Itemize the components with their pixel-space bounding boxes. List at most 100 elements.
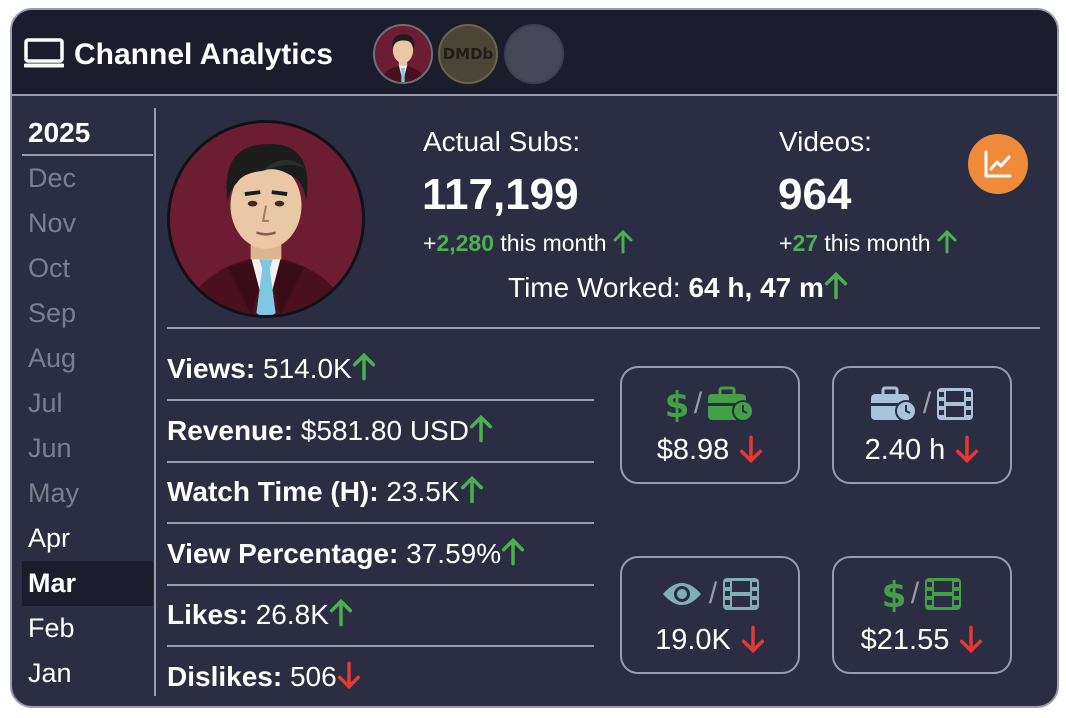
line-chart-icon: [984, 150, 1012, 178]
videos-delta-prefix: +: [779, 230, 793, 256]
stat-row: Likes: 26.8K: [167, 586, 594, 647]
arrow-down-icon: [337, 661, 360, 689]
stat-row: Watch Time (H): 23.5K: [167, 463, 594, 524]
ratio-value-text: 2.40 h: [864, 434, 946, 466]
arrow-up-icon: [937, 230, 957, 254]
stat-label: Watch Time (H):: [167, 476, 379, 507]
month-item-jan[interactable]: Jan: [28, 658, 72, 688]
film-icon: [937, 388, 974, 420]
stat-label: Revenue:: [167, 415, 294, 446]
subs-delta-suffix: this month: [500, 230, 607, 256]
arrow-down-icon: [960, 625, 983, 654]
stat-row: Revenue: $581.80 USD: [167, 402, 594, 463]
month-item-jul[interactable]: Jul: [28, 388, 63, 418]
month-item-feb[interactable]: Feb: [28, 613, 75, 643]
ratio-slash: /: [693, 387, 703, 420]
subs-delta-value: 2,280: [436, 230, 494, 256]
arrow-up-icon: [460, 476, 483, 504]
page-title: Channel Analytics: [74, 38, 333, 71]
dmdb-logo-text: DMDb: [442, 45, 494, 63]
videos-delta-suffix: this month: [824, 230, 931, 256]
arrow-down-icon: [741, 625, 764, 654]
arrow-up-icon: [502, 538, 525, 566]
section-divider: [167, 327, 1040, 329]
ratio-value: 2.40 h: [834, 434, 1010, 467]
month-sidebar: 2025 Dec Nov Oct Sep Aug Jul Jun May Apr Mar Feb Ja…: [22, 110, 153, 696]
month-item-mar[interactable]: Mar: [22, 561, 153, 606]
subs-value: 117,199: [422, 170, 579, 219]
ratio-slash: /: [708, 577, 718, 610]
stat-value: $581.80 USD: [300, 415, 469, 446]
stat-row: Views: 514.0K: [167, 340, 594, 401]
stat-label: Dislikes:: [167, 661, 283, 692]
ratio-slash: /: [910, 577, 920, 610]
month-item-oct[interactable]: Oct: [28, 253, 71, 283]
videos-value: 964: [778, 170, 852, 219]
analytics-card: Channel Analytics DMDb 2025 Dec Nov Oct Sep…: [10, 8, 1059, 708]
ratio-value: 19.0K: [622, 624, 798, 657]
dmdb-logo-button[interactable]: DMDb: [438, 24, 498, 84]
stat-value: 37.59%: [406, 538, 502, 569]
stat-row: View Percentage: 37.59%: [167, 525, 594, 586]
header-bar: Channel Analytics DMDb: [12, 10, 1057, 96]
views-per-video-box: / 19.0K: [620, 556, 800, 674]
revenue-per-hour-box: $ / $8.98: [620, 366, 800, 484]
briefcase-clock-icon: [708, 386, 755, 422]
ratio-value: $8.98: [622, 434, 798, 467]
stat-label: View Percentage:: [167, 538, 399, 569]
chart-button[interactable]: [968, 134, 1028, 194]
stat-label: Views:: [167, 353, 256, 384]
hours-per-video-box: / 2.40 h: [832, 366, 1012, 484]
film-icon: [925, 578, 962, 610]
arrow-up-icon: [613, 230, 633, 254]
ratio-value: $21.55: [834, 624, 1010, 657]
year-label[interactable]: 2025: [22, 110, 153, 156]
ratio-slash: /: [922, 387, 932, 420]
stat-value: 23.5K: [386, 476, 460, 507]
ratio-value-text: 19.0K: [655, 624, 731, 656]
stat-value: 514.0K: [262, 353, 352, 384]
stat-label: Likes:: [167, 599, 248, 630]
month-item-dec[interactable]: Dec: [28, 163, 77, 193]
time-worked: Time Worked: 64 h, 47 m: [508, 272, 848, 304]
dollar-icon: $: [666, 386, 688, 422]
stat-row: Dislikes: 506: [167, 648, 594, 706]
monitor-icon: [24, 38, 64, 68]
month-item-may[interactable]: May: [28, 478, 80, 508]
eye-icon: [662, 583, 701, 605]
arrow-up-icon: [469, 415, 493, 443]
videos-delta-value: 27: [792, 230, 819, 256]
month-item-aug[interactable]: Aug: [28, 343, 77, 373]
ratio-value-text: $8.98: [656, 434, 730, 466]
month-item-apr[interactable]: Apr: [28, 523, 71, 553]
month-item-sep[interactable]: Sep: [28, 298, 77, 328]
svg-text:$: $: [883, 576, 905, 612]
arrow-up-icon: [824, 272, 847, 300]
revenue-per-video-box: $ / $21.55: [832, 556, 1012, 674]
time-worked-value: 64 h, 47 m: [688, 272, 824, 303]
sidebar-divider: [154, 108, 156, 696]
videos-delta: +27 this month: [779, 230, 957, 257]
arrow-up-icon: [329, 599, 352, 627]
svg-text:$: $: [666, 386, 688, 422]
placeholder-avatar-button[interactable]: [504, 24, 564, 84]
briefcase-clock-icon: [870, 386, 917, 422]
dollar-icon: $: [883, 576, 905, 612]
stat-value: 506: [289, 661, 337, 692]
stat-value: 26.8K: [255, 599, 329, 630]
avatar: [375, 26, 431, 82]
ratio-value-text: $21.55: [860, 624, 950, 656]
month-item-nov[interactable]: Nov: [28, 208, 77, 238]
channel-avatar: [167, 120, 365, 318]
arrow-down-icon: [740, 435, 763, 464]
subs-delta: +2,280 this month: [423, 230, 633, 257]
arrow-up-icon: [352, 353, 375, 381]
channel-avatar-button[interactable]: [373, 24, 433, 84]
month-item-jun[interactable]: Jun: [28, 433, 72, 463]
film-icon: [723, 578, 760, 610]
avatar-portrait-icon: [170, 123, 362, 315]
subs-label: Actual Subs:: [423, 126, 581, 157]
arrow-down-icon: [956, 435, 979, 464]
subs-delta-prefix: +: [423, 230, 437, 256]
time-worked-label: Time Worked:: [508, 272, 681, 303]
